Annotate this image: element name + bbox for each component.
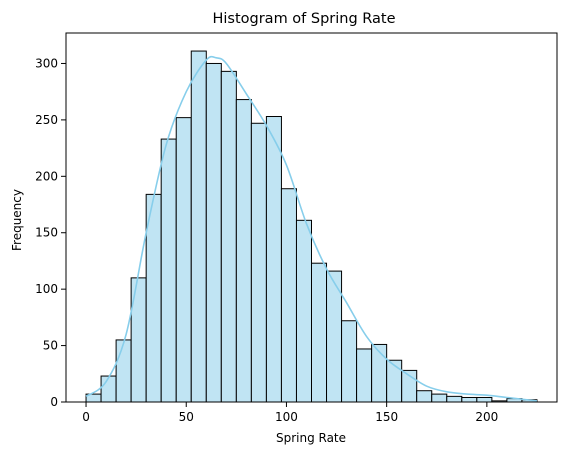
histogram-bar (386, 359, 403, 403)
histogram-bar (205, 62, 222, 403)
histogram-bar (235, 99, 252, 403)
chart-title: Histogram of Spring Rate (212, 11, 395, 27)
histogram-bar (371, 343, 388, 403)
kde-curve (85, 55, 538, 402)
histogram-bar (341, 320, 358, 403)
histogram-bar (295, 219, 313, 403)
histogram-bar (250, 122, 267, 403)
histogram-bar (416, 390, 433, 403)
histogram-bar (175, 117, 192, 403)
x-axis-label: Spring Rate (276, 431, 346, 445)
y-axis-label: Frequency (10, 189, 24, 251)
y-tick-label: 100 (35, 282, 58, 296)
y-tick-label: 250 (35, 113, 58, 127)
histogram-bar (190, 50, 207, 403)
histogram-bars (85, 50, 538, 403)
y-tick-label: 300 (35, 56, 58, 70)
histogram-bar (265, 116, 282, 403)
histogram-bar (476, 396, 493, 403)
histogram-bar (115, 339, 132, 403)
y-tick-label: 200 (35, 169, 58, 183)
plot-frame (65, 32, 558, 403)
histogram-bar (446, 395, 463, 403)
histogram-bar (220, 70, 237, 403)
x-tick-label: 50 (179, 410, 194, 424)
y-tick-label: 0 (50, 395, 58, 409)
histogram-bar (356, 348, 373, 403)
histogram-bar (311, 262, 328, 403)
x-tick-label: 200 (475, 410, 498, 424)
x-axis-ticks: 0 50 100 150 200 (82, 402, 498, 424)
histogram-bar (461, 396, 478, 403)
x-tick-label: 150 (375, 410, 398, 424)
y-tick-label: 50 (43, 339, 58, 353)
histogram-bar (100, 375, 117, 403)
x-tick-label: 0 (82, 410, 90, 424)
x-tick-label: 100 (275, 410, 298, 424)
histogram-bar (280, 188, 297, 403)
y-tick-label: 150 (35, 226, 58, 240)
y-axis-ticks: 0 50 100 150 200 250 300 (35, 56, 66, 409)
histogram-bar (160, 138, 177, 403)
histogram-bar (431, 393, 448, 403)
